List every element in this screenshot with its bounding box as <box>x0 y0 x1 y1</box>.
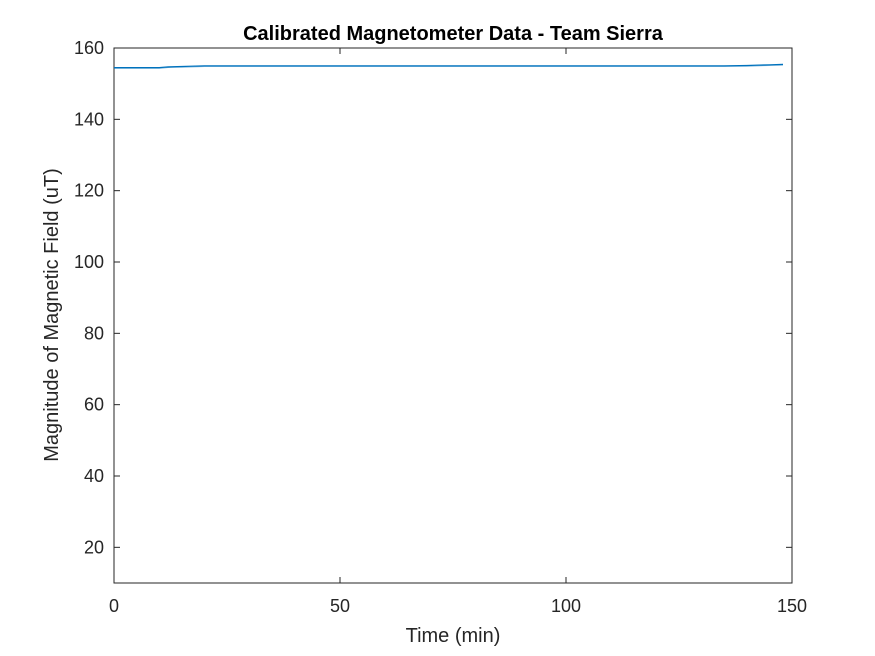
y-axis-label: Magnitude of Magnetic Field (uT) <box>41 168 63 461</box>
y-tick-label: 60 <box>84 395 104 415</box>
x-axis-label: Time (min) <box>406 625 501 647</box>
x-tick-label: 50 <box>330 596 350 616</box>
y-tick-label: 80 <box>84 323 104 343</box>
y-tick-label: 140 <box>74 109 104 129</box>
chart-title: Calibrated Magnetometer Data - Team Sier… <box>243 23 664 45</box>
y-tick-label: 100 <box>74 252 104 272</box>
x-tick-label: 150 <box>777 596 807 616</box>
series-layer <box>114 63 784 69</box>
y-tick-label: 40 <box>84 466 104 486</box>
plot-area <box>113 47 793 584</box>
y-tick-label: 160 <box>74 38 104 58</box>
series-line <box>114 63 784 69</box>
y-tick-label: 120 <box>74 181 104 201</box>
y-tick-label: 20 <box>84 537 104 557</box>
tick-layer: 0 50 100 150 20 40 60 80 100 120 140 160 <box>74 38 807 616</box>
x-tick-label: 0 <box>109 596 119 616</box>
x-tick-label: 100 <box>551 596 581 616</box>
series-line-noise <box>114 64 784 69</box>
